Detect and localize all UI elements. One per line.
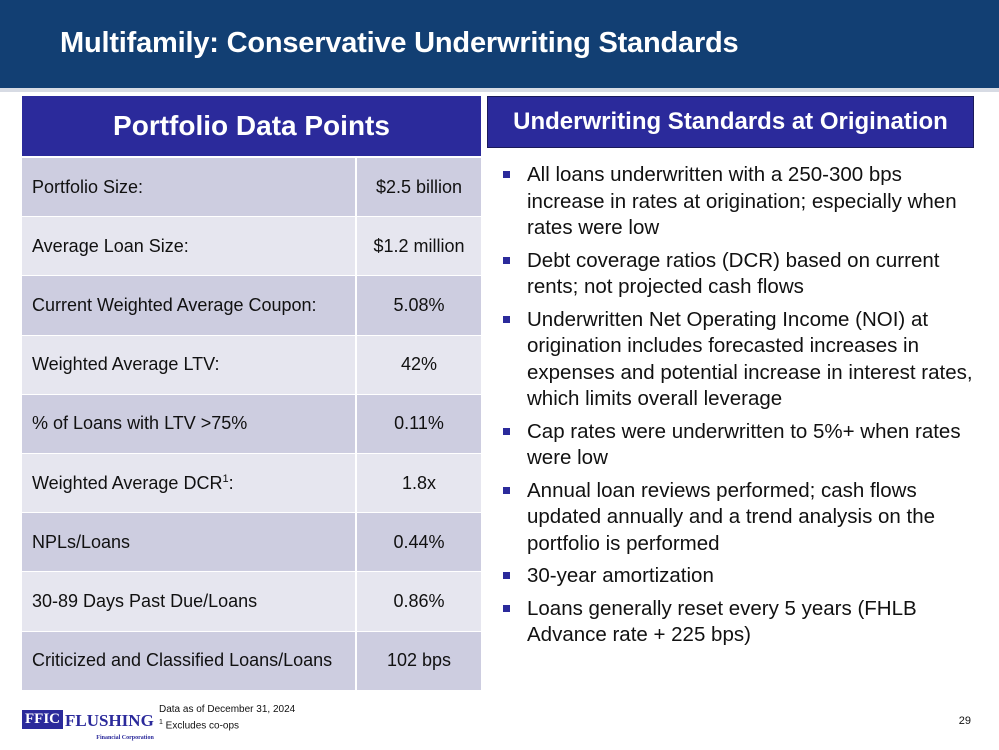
table-row: Portfolio Size: $2.5 billion	[22, 156, 481, 217]
row-value: 1.8x	[355, 452, 481, 513]
row-label-suffix: :	[228, 472, 234, 493]
list-item: Annual loan reviews performed; cash flow…	[498, 478, 978, 558]
footnote-coops-text: Excludes co-ops	[162, 720, 240, 732]
row-value: 0.11%	[355, 393, 481, 454]
title-divider	[0, 88, 999, 92]
list-item: Loans generally reset every 5 years (FHL…	[498, 596, 978, 649]
standards-list: All loans underwritten with a 250-300 bp…	[498, 162, 978, 655]
square-bullet-icon	[503, 256, 510, 264]
row-label: Portfolio Size:	[22, 156, 356, 217]
footnote-marker: 1	[222, 472, 229, 485]
row-label: Weighted Average LTV:	[22, 334, 356, 395]
bullet-text: Underwritten Net Operating Income (NOI) …	[527, 307, 973, 411]
table-row: % of Loans with LTV >75% 0.11%	[22, 393, 481, 454]
logo-subtitle: Financial Corporation	[96, 735, 154, 741]
footnote-coops: 1 Excludes co-ops	[159, 716, 295, 732]
table-row: Criticized and Classified Loans/Loans 10…	[22, 630, 481, 691]
square-bullet-icon	[503, 572, 510, 579]
logo-name: FLUSHING Financial Corporation	[65, 711, 154, 741]
list-item: Debt coverage ratios (DCR) based on curr…	[498, 248, 978, 301]
footnote-marker: 1	[159, 719, 163, 726]
portfolio-table: Portfolio Size: $2.5 billion Average Loa…	[22, 156, 481, 691]
company-logo: FFIC FLUSHING Financial Corporation	[22, 705, 154, 741]
row-label: Weighted Average DCR1:	[22, 452, 356, 513]
row-value: 0.44%	[355, 512, 481, 572]
row-value: 102 bps	[355, 630, 481, 691]
footnotes: Data as of December 31, 2024 1 Excludes …	[159, 703, 295, 732]
square-bullet-icon	[503, 486, 510, 494]
page-number: 29	[958, 715, 971, 727]
row-value: 0.86%	[355, 571, 481, 631]
logo-name-text: FLUSHING	[65, 711, 154, 730]
bullet-text: All loans underwritten with a 250-300 bp…	[527, 163, 957, 239]
title-bar: Multifamily: Conservative Underwriting S…	[0, 0, 999, 88]
logo-ffic: FFIC	[22, 710, 63, 729]
bullet-text: Annual loan reviews performed; cash flow…	[527, 478, 936, 555]
bullet-text: Debt coverage ratios (DCR) based on curr…	[527, 248, 940, 299]
row-value: $1.2 million	[355, 216, 481, 276]
bullet-text: 30-year amortization	[527, 564, 714, 587]
row-value: $2.5 billion	[355, 156, 481, 217]
row-value: 5.08%	[355, 275, 481, 336]
row-value: 42%	[355, 334, 481, 395]
row-label: Current Weighted Average Coupon:	[22, 275, 356, 336]
table-row: Weighted Average DCR1: 1.8x	[22, 452, 481, 513]
square-bullet-icon	[503, 604, 510, 612]
bullet-text: Cap rates were underwritten to 5%+ when …	[527, 419, 961, 470]
list-item: 30-year amortization	[498, 563, 978, 590]
list-item: Cap rates were underwritten to 5%+ when …	[498, 419, 978, 472]
list-item: All loans underwritten with a 250-300 bp…	[498, 162, 978, 242]
row-label: Criticized and Classified Loans/Loans	[22, 630, 356, 691]
table-row: NPLs/Loans 0.44%	[22, 512, 481, 572]
standards-header: Underwriting Standards at Origination	[487, 96, 974, 148]
table-row: Current Weighted Average Coupon: 5.08%	[22, 275, 481, 336]
row-label: Average Loan Size:	[22, 216, 356, 276]
square-bullet-icon	[503, 315, 510, 323]
square-bullet-icon	[503, 171, 510, 178]
row-label-text: Weighted Average DCR	[32, 472, 223, 493]
square-bullet-icon	[503, 427, 510, 435]
table-row: Weighted Average LTV: 42%	[22, 334, 481, 395]
slide-title: Multifamily: Conservative Underwriting S…	[60, 27, 739, 59]
table-row: Average Loan Size: $1.2 million	[22, 216, 481, 276]
bullet-text: Loans generally reset every 5 years (FHL…	[527, 596, 917, 647]
footnote-date: Data as of December 31, 2024	[159, 704, 296, 715]
row-label: % of Loans with LTV >75%	[22, 393, 356, 454]
table-row: 30-89 Days Past Due/Loans 0.86%	[22, 571, 481, 631]
row-label: NPLs/Loans	[22, 512, 356, 572]
list-item: Underwritten Net Operating Income (NOI) …	[498, 307, 978, 413]
portfolio-header: Portfolio Data Points	[22, 96, 481, 156]
row-label: 30-89 Days Past Due/Loans	[22, 571, 356, 631]
